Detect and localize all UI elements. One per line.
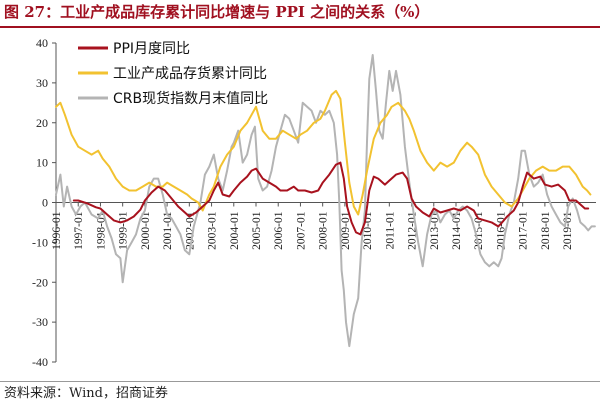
x-tick-label: 2017-01 [518,211,530,250]
chart-area: -40 -30 -20 -10 0 10 20 30 40 1996-01 1997-01 1998… [32,36,596,369]
y-tick-label: 0 [42,196,48,210]
y-axis-ticks: -40 -30 -20 -10 0 10 20 30 40 [32,36,56,369]
x-tick-label: 2009-01 [340,211,352,250]
x-tick-label: 2002-01 [184,211,196,250]
x-tick-label: 1999-01 [118,211,130,250]
inventory-series-line [55,89,592,216]
x-tick-label: 2019-01 [562,211,574,250]
y-tick-label: 40 [36,36,48,50]
x-tick-label: 1997-01 [73,211,85,250]
x-tick-label: 2013-01 [429,211,441,250]
crb-series-line [55,54,596,348]
legend-label: 工业产成品存货累计同比 [113,65,267,82]
x-tick-label: 2004-01 [229,211,241,250]
x-tick-label: 2011-01 [384,211,396,249]
y-tick-label: 20 [36,116,48,130]
x-tick-label: 1996-01 [51,211,63,250]
legend-item-crb: CRB现货指数月末值同比 [78,90,268,107]
x-tick-label: 2018-01 [540,211,552,250]
legend-label: CRB现货指数月末值同比 [113,90,268,107]
legend-item-inventory: 工业产成品存货累计同比 [78,65,267,82]
y-tick-label: -40 [32,355,48,369]
x-tick-label: 1998-01 [95,211,107,250]
series-layer [55,54,596,348]
ppi-series-line [72,161,590,236]
x-axis-ticks: 1996-01 1997-01 1998-01 1999-01 2000-01 2001-… [51,202,574,250]
x-tick-label: 2000-01 [140,211,152,250]
y-tick-label: -20 [32,275,48,289]
y-tick-label: -30 [32,315,48,329]
x-tick-label: 2005-01 [251,211,263,250]
y-tick-label: 10 [36,156,48,170]
x-tick-label: 2008-01 [318,211,330,250]
figure-title: 图 27：工业产成品库存累计同比增速与 PPI 之间的关系（%） [4,3,430,21]
x-tick-label: 2007-01 [295,211,307,250]
legend-item-ppi: PPI月度同比 [78,41,190,57]
title-divider [0,26,600,28]
source-divider [0,381,600,382]
x-tick-label: 2014-01 [451,211,463,250]
y-tick-label: 30 [36,76,48,90]
y-tick-label: -10 [32,235,48,249]
source-note: 资料来源：Wind，招商证券 [4,386,168,401]
x-tick-label: 2015-01 [473,211,485,250]
x-tick-label: 2006-01 [273,211,285,250]
x-tick-label: 2001-01 [162,211,174,250]
legend-label: PPI月度同比 [113,41,190,57]
x-tick-label: 2003-01 [207,211,219,250]
